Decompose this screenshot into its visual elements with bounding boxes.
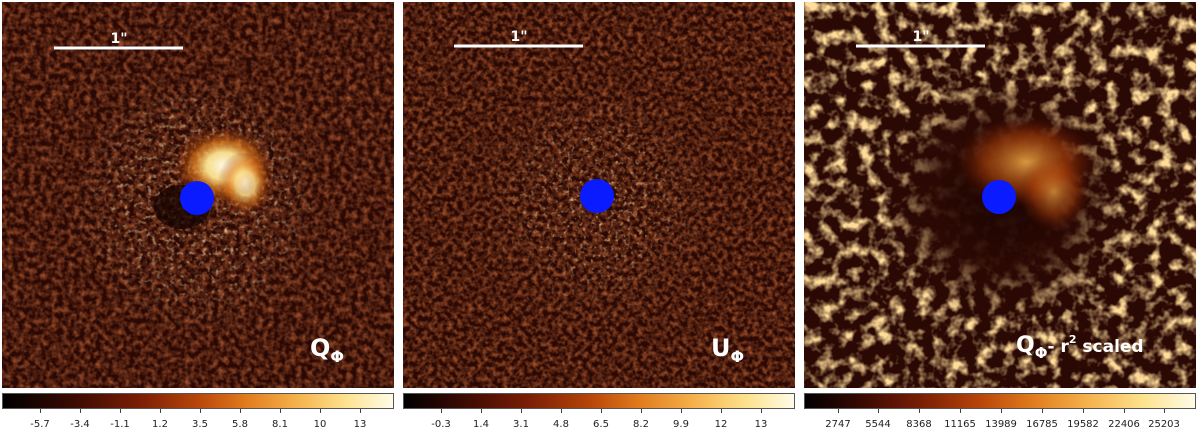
tick-label: 13 xyxy=(754,419,768,430)
panel-label: UΦ xyxy=(711,334,744,366)
tick-mark xyxy=(240,409,241,413)
coronagraph-mask-icon xyxy=(580,179,614,213)
tick-mark xyxy=(1164,409,1165,413)
tick-label: -3.4 xyxy=(70,419,90,430)
tick-label: 13989 xyxy=(985,419,1017,430)
tick-mark xyxy=(360,409,361,413)
image-q-phi-r2-scaled: 1" QΦ- r2 scaled xyxy=(804,2,1196,388)
panel-u-phi: 1" UΦ -0.3 1.4 3.1 4.8 6.5 8.2 9.9 12 13 xyxy=(403,0,795,437)
tick-mark xyxy=(878,409,879,413)
tick-label: 8368 xyxy=(906,419,932,430)
tick-label: 4.8 xyxy=(553,419,569,430)
panel-label-sub: Φ xyxy=(1035,344,1048,362)
image-q-phi: 1" QΦ xyxy=(2,2,394,388)
tick-mark xyxy=(521,409,522,413)
image-u-phi: 1" UΦ xyxy=(403,2,795,388)
scale-bar-label: 1" xyxy=(110,31,127,47)
tick-mark xyxy=(641,409,642,413)
tick-mark xyxy=(761,409,762,413)
tick-label: 5.8 xyxy=(232,419,248,430)
tick-label: 1.4 xyxy=(473,419,489,430)
tick-mark xyxy=(120,409,121,413)
tick-label: 2747 xyxy=(825,419,851,430)
tick-label: 5544 xyxy=(865,419,891,430)
tick-mark xyxy=(280,409,281,413)
panel-label-sub: Φ xyxy=(731,347,745,366)
tick-mark xyxy=(320,409,321,413)
tick-label: 3.5 xyxy=(192,419,208,430)
tick-label: 22406 xyxy=(1108,419,1140,430)
tick-mark xyxy=(200,409,201,413)
panel-label-main: Q xyxy=(1016,333,1035,358)
panel-label-tail: scaled xyxy=(1076,337,1143,357)
tick-label: 16785 xyxy=(1026,419,1058,430)
tick-label: 8.2 xyxy=(633,419,649,430)
tick-label: 1.2 xyxy=(152,419,168,430)
tick-label: -5.7 xyxy=(30,419,50,430)
tick-label: 8.1 xyxy=(272,419,288,430)
tick-mark xyxy=(561,409,562,413)
tick-mark xyxy=(721,409,722,413)
tick-label: 3.1 xyxy=(513,419,529,430)
tick-mark xyxy=(838,409,839,413)
panel-q-phi-r2-scaled: 1" QΦ- r2 scaled 2747 5544 8368 11165 13… xyxy=(804,0,1196,437)
colorbar-ticks: -0.3 1.4 3.1 4.8 6.5 8.2 9.9 12 13 xyxy=(403,409,795,437)
tick-mark xyxy=(40,409,41,413)
tick-mark xyxy=(681,409,682,413)
tick-label: -0.3 xyxy=(431,419,451,430)
tick-mark xyxy=(1124,409,1125,413)
tick-mark xyxy=(1042,409,1043,413)
tick-label: 6.5 xyxy=(593,419,609,430)
tick-mark xyxy=(1083,409,1084,413)
tick-label: 11165 xyxy=(944,419,976,430)
tick-label: 9.9 xyxy=(673,419,689,430)
disk-emission-lobe xyxy=(214,153,270,221)
coronagraph-mask-icon xyxy=(180,181,214,215)
panel-label-sub: Φ xyxy=(330,347,344,366)
tick-mark xyxy=(481,409,482,413)
tick-mark xyxy=(960,409,961,413)
panel-label-main: U xyxy=(711,334,731,362)
tick-mark xyxy=(160,409,161,413)
disk-emission-lobe xyxy=(1019,154,1089,230)
colorbar-ticks: 2747 5544 8368 11165 13989 16785 19582 2… xyxy=(804,409,1196,437)
tick-label: 10 xyxy=(313,419,327,430)
colorbar-ticks: -5.7 -3.4 -1.1 1.2 3.5 5.8 8.1 10 13 xyxy=(2,409,394,437)
scale-bar-label: 1" xyxy=(912,29,929,45)
tick-label: -1.1 xyxy=(110,419,130,430)
tick-mark xyxy=(1001,409,1002,413)
colorbar xyxy=(403,393,795,409)
tick-mark xyxy=(441,409,442,413)
panel-label: QΦ xyxy=(310,334,344,366)
scale-bar-label: 1" xyxy=(510,29,527,45)
colorbar xyxy=(804,393,1196,409)
panel-label: QΦ- r2 scaled xyxy=(1016,333,1144,362)
panel-q-phi: 1" QΦ -5.7 -3.4 -1.1 1.2 3.5 5.8 8.1 10 … xyxy=(2,0,394,437)
panel-label-main: Q xyxy=(310,334,330,362)
tick-label: 25203 xyxy=(1148,419,1180,430)
tick-label: 12 xyxy=(714,419,728,430)
tick-mark xyxy=(601,409,602,413)
tick-mark xyxy=(80,409,81,413)
tick-mark xyxy=(919,409,920,413)
tick-label: 19582 xyxy=(1067,419,1099,430)
colorbar xyxy=(2,393,394,409)
panel-label-sup: 2 xyxy=(1069,333,1077,346)
tick-label: 13 xyxy=(353,419,367,430)
coronagraph-mask-icon xyxy=(982,180,1016,214)
panel-label-suffix: - r xyxy=(1047,337,1069,357)
